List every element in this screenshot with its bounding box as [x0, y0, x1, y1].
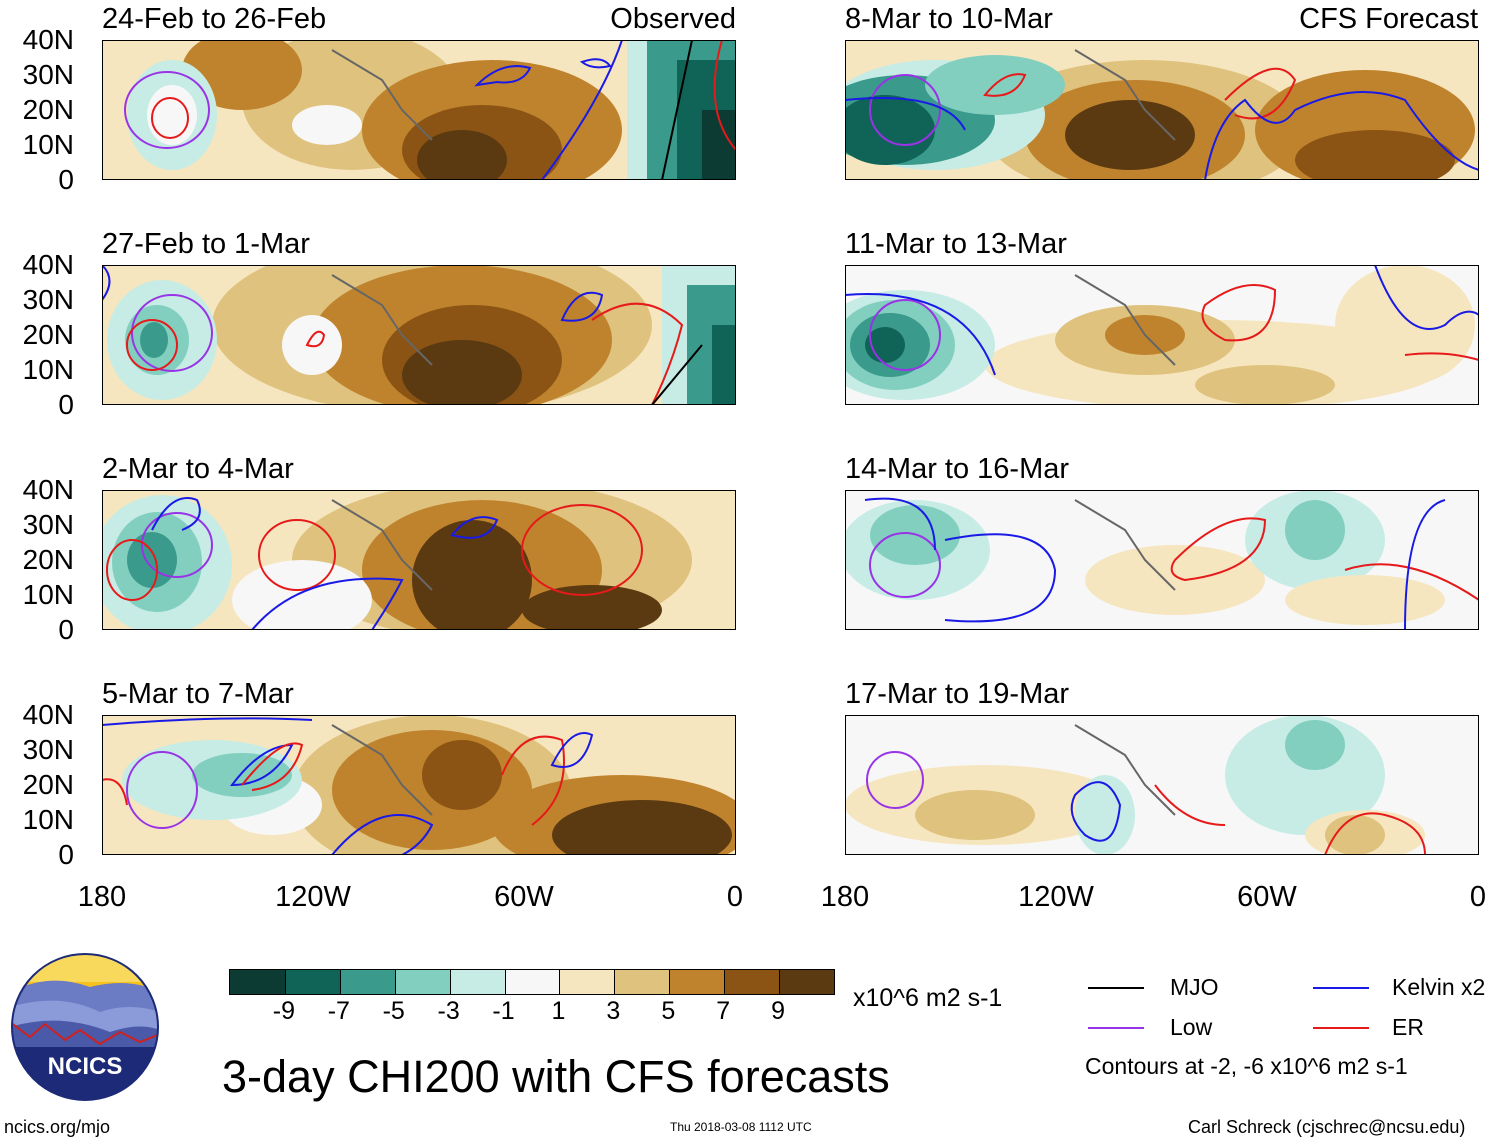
y-label: 40N [22, 699, 74, 730]
page-title: 3-day CHI200 with CFS forecasts [222, 1051, 890, 1102]
colorbar-label: 1 [551, 997, 566, 1025]
map-panel-5 [845, 40, 1479, 180]
colorbar-label: 9 [771, 997, 786, 1025]
y-label: 30N [22, 59, 74, 90]
y-label: 0 [58, 389, 74, 420]
colorbar-swatch [614, 970, 670, 994]
legend-er-line [1313, 1027, 1369, 1029]
legend-mjo-label: MJO [1170, 974, 1219, 1000]
legend-kelvin-line [1313, 987, 1369, 989]
legend-er-label: ER [1392, 1014, 1424, 1040]
legend-low-label: Low [1170, 1014, 1213, 1040]
y-label: 20N [22, 544, 74, 575]
map-panel-6 [845, 265, 1479, 405]
panel-1-tag: Observed [610, 3, 736, 35]
ncics-logo: NCICS [11, 953, 159, 1101]
colorbar-swatch [230, 970, 285, 994]
footer-timestamp: Thu 2018-03-08 1112 UTC [670, 1120, 812, 1134]
y-label: 30N [22, 284, 74, 315]
colorbar-swatch [724, 970, 780, 994]
panel-1-title: 24-Feb to 26-Feb [102, 3, 327, 35]
panel-5-tag: CFS Forecast [1299, 3, 1478, 35]
colorbar-swatch [559, 970, 615, 994]
x-label: 120W [275, 881, 351, 913]
x-label: 180 [820, 881, 870, 913]
panel-5-title: 8-Mar to 10-Mar [845, 3, 1053, 35]
colorbar-swatch [669, 970, 725, 994]
map-panel-4 [102, 715, 736, 855]
y-label: 10N [22, 354, 74, 385]
y-label: 40N [22, 249, 74, 280]
panel-3-title: 2-Mar to 4-Mar [102, 453, 294, 485]
colorbar-label: -7 [327, 997, 350, 1025]
colorbar-swatch [394, 970, 450, 994]
colorbar-swatch [449, 970, 505, 994]
colorbar-label: -9 [272, 997, 296, 1025]
panel-4-title: 5-Mar to 7-Mar [102, 678, 294, 710]
y-label: 20N [22, 319, 74, 350]
y-label: 0 [58, 614, 74, 645]
logo-text: NCICS [48, 1053, 123, 1080]
colorbar-label: 3 [606, 997, 621, 1025]
footer-credit: Carl Schreck (cjschrec@ncsu.edu) [1188, 1117, 1466, 1137]
x-label: 180 [77, 881, 127, 913]
x-label: 60W [494, 881, 554, 913]
colorbar-label: 5 [661, 997, 676, 1025]
legend-kelvin-label: Kelvin x2 [1392, 974, 1486, 1000]
x-label: 120W [1018, 881, 1094, 913]
x-label: 0 [1469, 881, 1487, 913]
colorbar-swatch [779, 970, 834, 994]
colorbar-label: 7 [716, 997, 731, 1025]
panel-6-title: 11-Mar to 13-Mar [845, 228, 1067, 260]
x-label: 0 [726, 881, 744, 913]
y-label: 10N [22, 129, 74, 160]
footer-url: ncics.org/mjo [4, 1117, 111, 1137]
x-label: 60W [1237, 881, 1297, 913]
y-label: 30N [22, 734, 74, 765]
legend-low-line [1088, 1027, 1144, 1029]
colorbar-swatch [284, 970, 340, 994]
colorbar-label: -1 [492, 997, 515, 1025]
map-panel-8 [845, 715, 1479, 855]
y-label: 30N [22, 509, 74, 540]
y-label: 20N [22, 94, 74, 125]
panel-8-title: 17-Mar to 19-Mar [845, 678, 1070, 710]
panel-2-title: 27-Feb to 1-Mar [102, 228, 310, 260]
y-label: 10N [22, 804, 74, 835]
y-label: 0 [58, 839, 74, 870]
y-label: 20N [22, 769, 74, 800]
colorbar-label: -5 [382, 997, 405, 1025]
legend-mjo-line [1088, 987, 1144, 989]
map-panel-3 [102, 490, 736, 630]
map-panel-7 [845, 490, 1479, 630]
colorbar-units: x10^6 m2 s-1 [853, 984, 1003, 1012]
y-label: 0 [58, 164, 74, 195]
colorbar-swatch [504, 970, 560, 994]
colorbar [229, 969, 835, 995]
colorbar-label: -3 [437, 997, 460, 1025]
colorbar-swatch [339, 970, 395, 994]
map-panel-1 [102, 40, 736, 180]
y-label: 10N [22, 579, 74, 610]
map-panel-2 [102, 265, 736, 405]
contours-note: Contours at -2, -6 x10^6 m2 s-1 [1085, 1053, 1408, 1079]
panel-7-title: 14-Mar to 16-Mar [845, 453, 1070, 485]
y-label: 40N [22, 474, 74, 505]
y-label: 40N [22, 24, 74, 55]
